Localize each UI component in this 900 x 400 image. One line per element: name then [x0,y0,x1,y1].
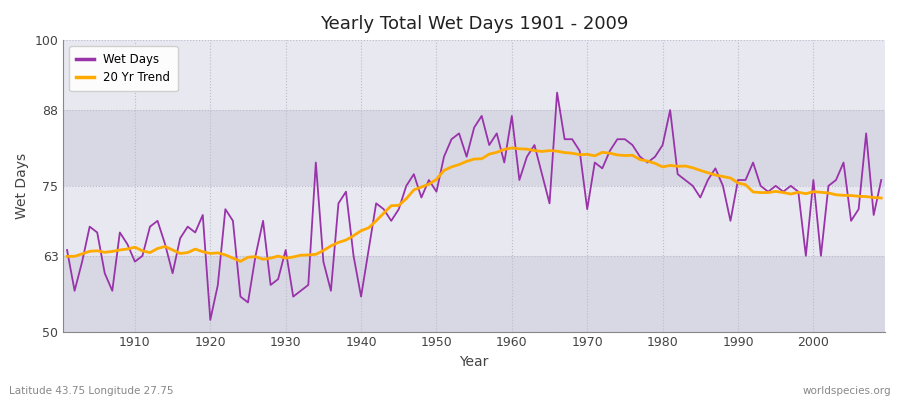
20 Yr Trend [514,146,525,151]
X-axis label: Year: Year [460,355,489,369]
20 Yr Trend [235,259,246,264]
Line: 20 Yr Trend: 20 Yr Trend [68,148,881,261]
20 Yr Trend [62,254,73,259]
Line: Wet Days: Wet Days [68,92,881,320]
20 Yr Trend [122,246,133,251]
Y-axis label: Wet Days: Wet Days [15,153,29,219]
20 Yr Trend [507,146,517,150]
Bar [63,256,885,332]
Wet Days [876,178,886,182]
20 Yr Trend [612,152,623,157]
Wet Days [122,242,133,246]
Wet Days [205,318,216,322]
20 Yr Trend [876,196,886,200]
Wet Days [295,288,306,293]
20 Yr Trend [295,253,306,258]
Legend: Wet Days, 20 Yr Trend: Wet Days, 20 Yr Trend [69,46,177,91]
Wet Days [62,248,73,252]
Wet Days [340,189,351,194]
Text: worldspecies.org: worldspecies.org [803,386,891,396]
Bar [63,110,885,186]
20 Yr Trend [521,147,532,152]
Wet Days [552,90,562,95]
Bar [63,186,885,256]
Wet Days [612,137,623,142]
Wet Days [507,114,517,118]
Title: Yearly Total Wet Days 1901 - 2009: Yearly Total Wet Days 1901 - 2009 [320,15,628,33]
Bar [63,40,885,110]
Wet Days [514,178,525,182]
20 Yr Trend [340,238,351,242]
Text: Latitude 43.75 Longitude 27.75: Latitude 43.75 Longitude 27.75 [9,386,174,396]
